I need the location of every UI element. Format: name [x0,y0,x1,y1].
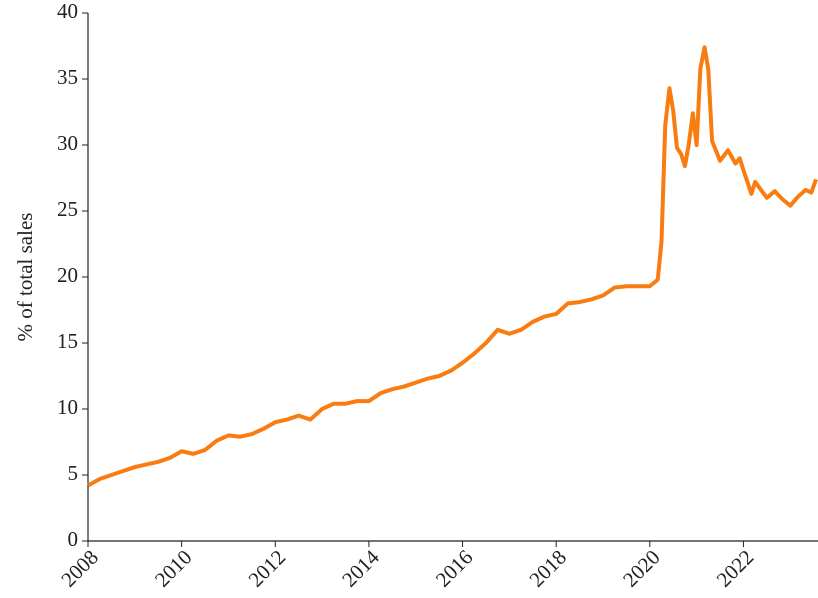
y-tick-label: 25 [57,197,78,221]
y-tick-label: 10 [57,395,78,419]
y-tick-label: 0 [68,527,79,551]
y-axis-label: % of total sales [13,213,37,342]
x-tick-label: 2008 [56,545,103,592]
y-tick-label: 20 [57,263,78,287]
x-tick-label: 2022 [712,545,759,592]
y-tick-label: 35 [57,65,78,89]
data-line [87,45,818,488]
x-tick-label: 2016 [431,545,478,592]
x-tick-label: 2018 [524,545,571,592]
x-tick-label: 2012 [244,545,291,592]
y-tick-label: 40 [57,0,78,23]
x-tick-label: 2020 [618,545,665,592]
y-tick-label: 15 [57,329,78,353]
x-tick-label: 2010 [150,545,197,592]
y-tick-label: 5 [68,461,79,485]
x-tick-label: 2014 [337,545,384,592]
y-tick-label: 30 [57,131,78,155]
